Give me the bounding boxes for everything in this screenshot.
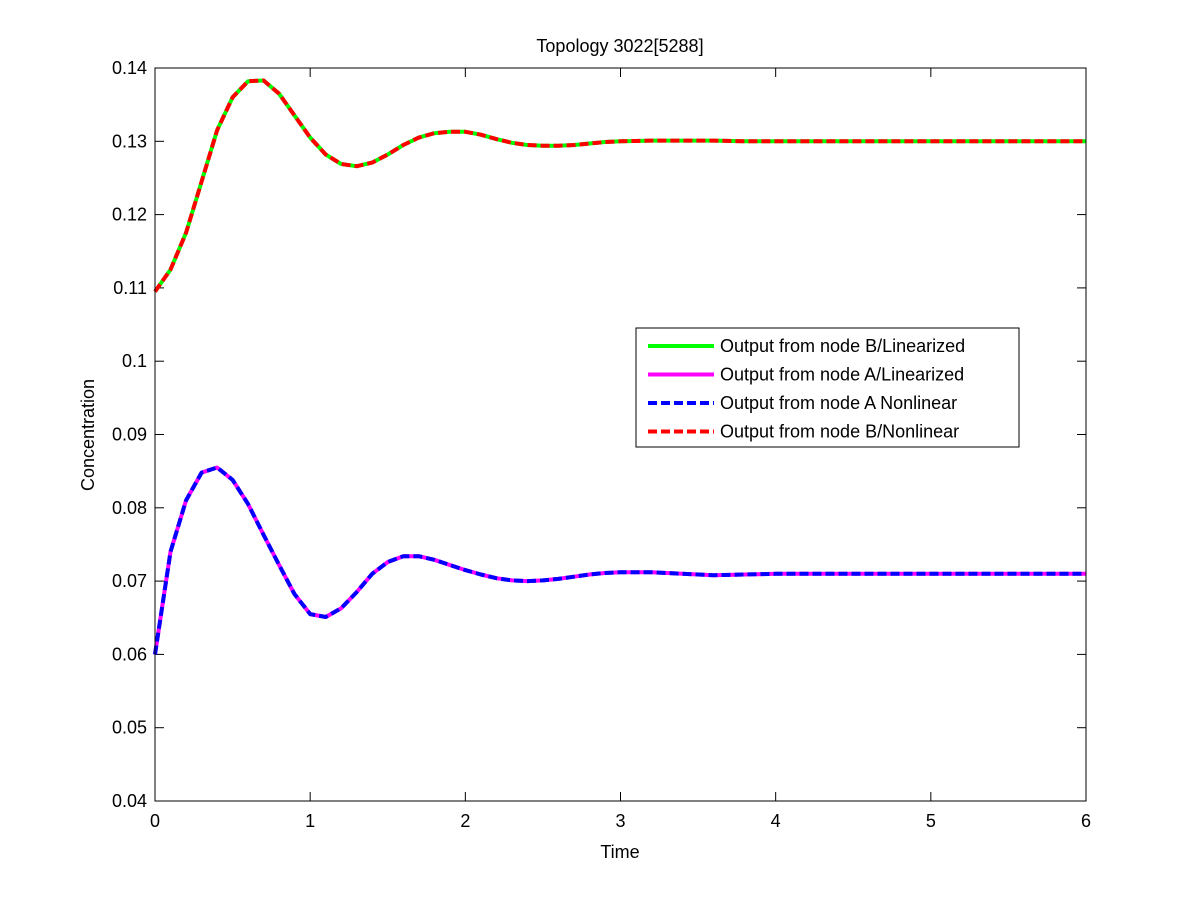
x-tick-label: 0	[150, 811, 160, 831]
y-tick-label: 0.04	[112, 791, 147, 811]
legend-entry-label: Output from node B/Linearized	[720, 336, 965, 356]
x-tick-label: 4	[771, 811, 781, 831]
x-tick-label: 3	[615, 811, 625, 831]
y-tick-label: 0.13	[112, 131, 147, 151]
x-axis-label: Time	[600, 842, 639, 862]
plot-lines	[153, 78, 1086, 655]
series-line-output-from-node-b-nonlinear	[153, 78, 1086, 293]
x-tick-label: 2	[460, 811, 470, 831]
x-tick-label: 6	[1081, 811, 1091, 831]
y-tick-label: 0.07	[112, 571, 147, 591]
y-tick-label: 0.12	[112, 205, 147, 225]
x-tick-label: 5	[926, 811, 936, 831]
y-axis-label: Concentration	[78, 379, 98, 491]
legend-entry-label: Output from node A/Linearized	[720, 365, 964, 385]
y-tick-label: 0.08	[112, 498, 147, 518]
legend-entry-label: Output from node A Nonlinear	[720, 393, 957, 413]
y-tick-label: 0.11	[113, 278, 147, 298]
legend-entry-label: Output from node B/Nonlinear	[720, 422, 959, 442]
y-tick-label: 0.06	[112, 644, 147, 664]
y-tick-label: 0.1	[122, 351, 147, 371]
y-tick-label: 0.14	[112, 58, 147, 78]
plot-area-border	[154, 67, 1087, 802]
chart-title: Topology 3022[5288]	[536, 36, 703, 56]
y-tick-label: 0.09	[112, 425, 147, 445]
legend: Output from node B/Linearized Output from…	[635, 327, 1020, 448]
axis-ticks: 0 1 2 3 4 5 6 0.04 0.05 0.06 0.07 0.08 0.09 0.1 0.11 0.…	[112, 58, 1091, 831]
x-tick-label: 1	[305, 811, 315, 831]
y-tick-label: 0.05	[112, 718, 147, 738]
series-line-output-from-node-a-nonlinear	[153, 465, 1086, 655]
